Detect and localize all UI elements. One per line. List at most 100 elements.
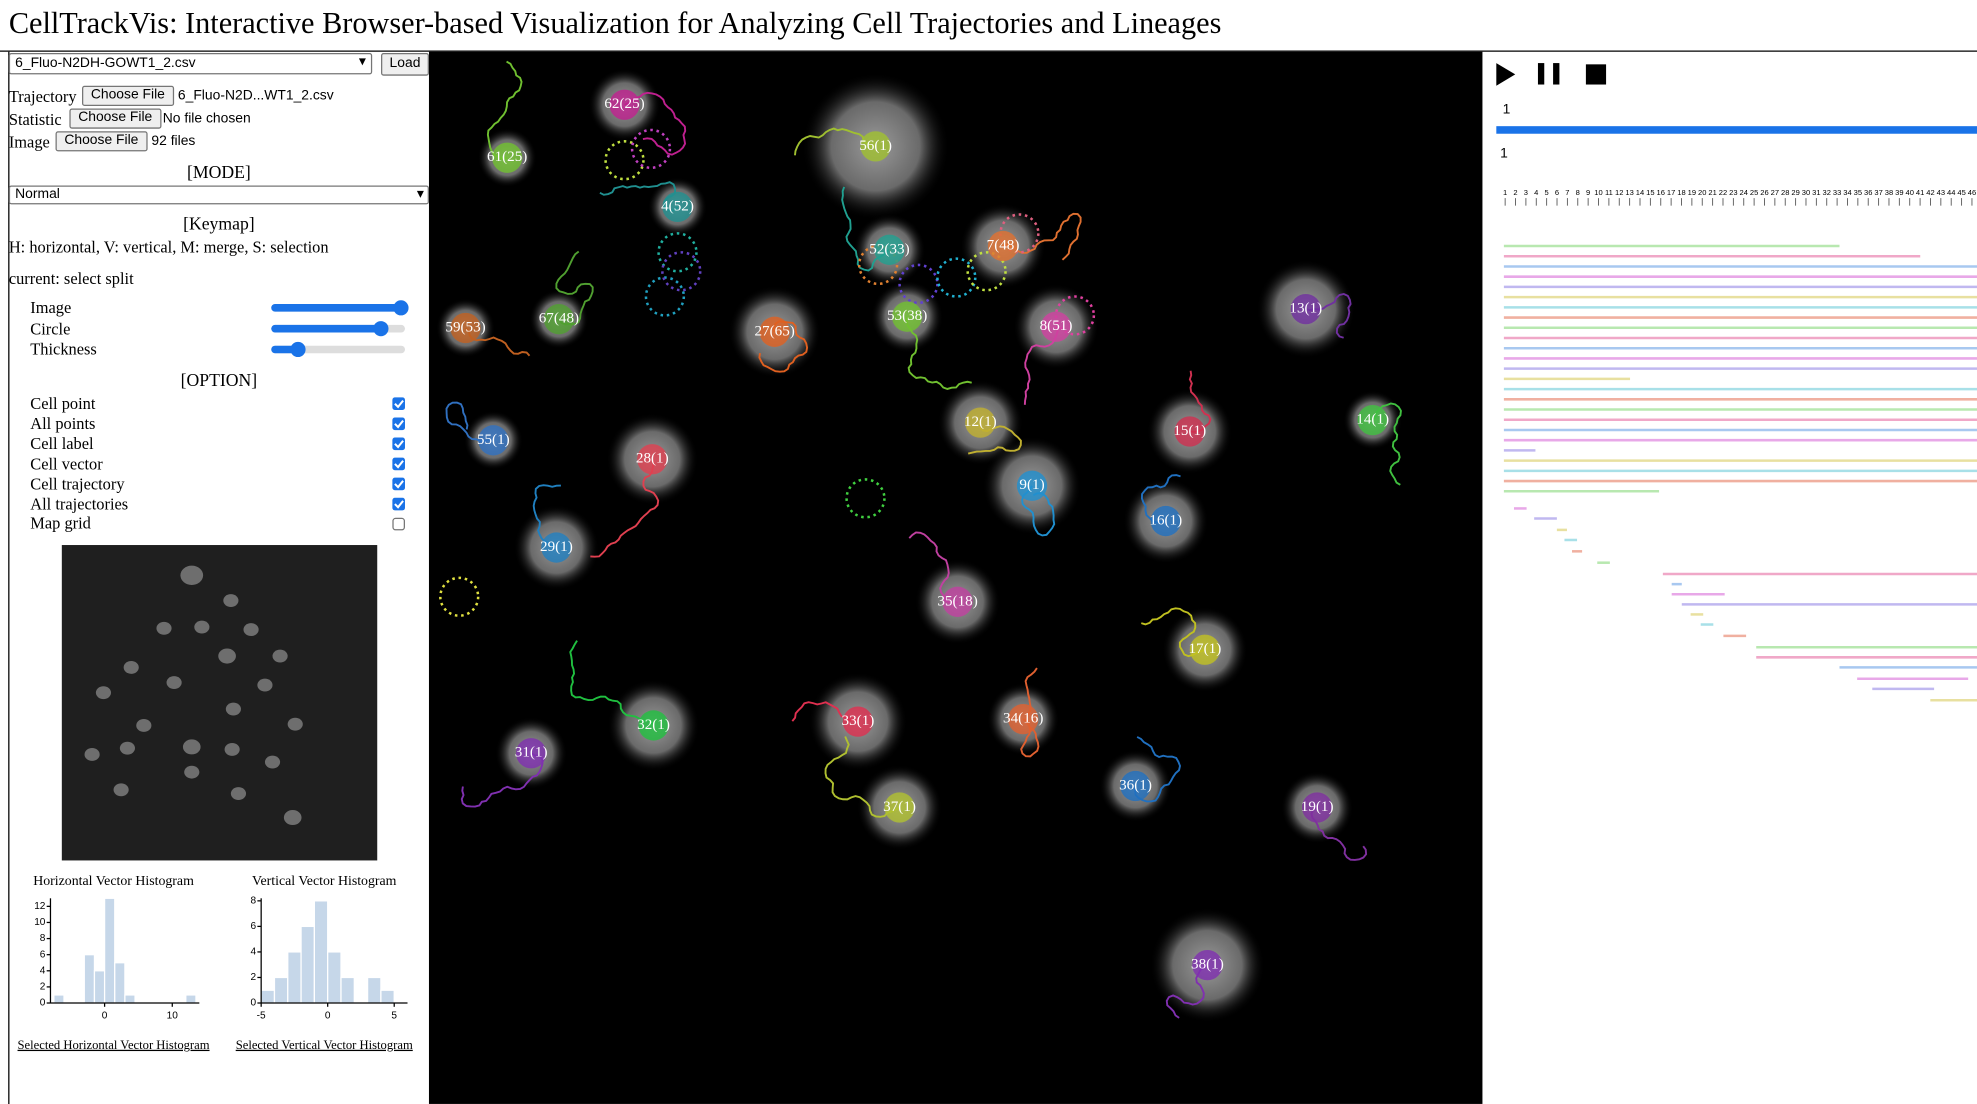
dataset-select[interactable]: 6_Fluo-N2DH-GOWT1_2.csv ▾ (8, 52, 373, 75)
thumbnail-cell (225, 702, 241, 716)
ruler-label: 9 (1586, 188, 1590, 197)
x-tick-label: -5 (257, 1010, 266, 1021)
cell-label: 17(1) (1188, 641, 1221, 657)
cell-point[interactable] (759, 316, 790, 347)
cell-point[interactable] (516, 738, 547, 769)
histogram-bar (260, 989, 276, 1004)
cell-point[interactable] (541, 532, 572, 563)
option-label: Cell trajectory (30, 473, 125, 493)
ruler-label: 32 (1823, 188, 1831, 197)
histogram-bar (124, 994, 136, 1004)
cell-point[interactable] (1290, 293, 1321, 325)
cell-point[interactable] (478, 425, 509, 456)
y-tick-label: 6 (251, 921, 257, 932)
choose-file-button[interactable]: Choose File (55, 131, 148, 152)
ruler-label: 37 (1874, 188, 1882, 197)
cell-point[interactable] (638, 710, 669, 741)
y-tick-label: 2 (40, 982, 46, 993)
frame-slider[interactable] (1496, 126, 1977, 134)
cell-point[interactable] (1040, 311, 1072, 342)
choose-file-button[interactable]: Choose File (82, 85, 174, 106)
file-label: Image (8, 132, 50, 152)
play-button[interactable] (1496, 63, 1516, 86)
cell-point[interactable] (884, 792, 915, 823)
thumbnail-cell (184, 765, 200, 779)
pause-button[interactable] (1553, 63, 1560, 85)
cell-point[interactable] (492, 142, 523, 173)
cell-point[interactable] (1357, 404, 1388, 436)
ruler-label: 6 (1555, 188, 1559, 197)
thumbnail-cell (194, 620, 210, 634)
cell-label: 38(1) (1191, 957, 1224, 973)
ruler-label: 3 (1524, 188, 1528, 197)
cell-point[interactable] (662, 191, 693, 223)
cell-trajectory (1141, 607, 1206, 658)
cell-point[interactable] (942, 586, 973, 617)
slider-label: Circle (30, 318, 71, 338)
checkbox[interactable] (392, 417, 405, 431)
checkbox[interactable] (392, 437, 405, 451)
caret: ▾ (416, 186, 424, 202)
thumbnail (61, 545, 378, 861)
cell-point[interactable] (1302, 792, 1333, 823)
ruler-label: 18 (1677, 188, 1685, 197)
cell-point[interactable] (1016, 470, 1048, 501)
cell-point[interactable] (543, 304, 575, 335)
ruler-label: 12 (1615, 188, 1623, 197)
ruler-label: 38 (1885, 188, 1893, 197)
cell-point[interactable] (1192, 950, 1223, 981)
cell-point[interactable] (450, 312, 481, 344)
ruler-label: 30 (1802, 188, 1810, 197)
cell-point[interactable] (860, 131, 891, 162)
file-status: No file chosen (162, 111, 251, 127)
ruler-label: 42 (1926, 188, 1934, 197)
ruler-label: 46 (1968, 188, 1976, 197)
cell-point[interactable] (1150, 505, 1181, 537)
slider-thumb[interactable] (290, 341, 306, 358)
thumbnail-cell (156, 621, 172, 635)
thumbnail-cell (218, 648, 236, 664)
choose-file-button[interactable]: Choose File (69, 108, 162, 129)
load-button[interactable]: Load (381, 52, 429, 76)
histogram-link[interactable]: Selected Horizontal Vector Histogram (18, 1038, 210, 1052)
slider-label: Thickness (30, 339, 97, 359)
ruler-label: 10 (1594, 188, 1602, 197)
cell-point[interactable] (637, 444, 668, 475)
cell-point[interactable] (891, 301, 923, 332)
stop-button[interactable] (1585, 64, 1607, 85)
checkbox[interactable] (392, 497, 405, 511)
selection-circle (845, 478, 886, 519)
caret: ▾ (358, 54, 366, 70)
checkbox[interactable] (392, 477, 405, 491)
checkbox[interactable] (392, 457, 405, 471)
histogram-link[interactable]: Selected Vertical Vector Histogram (236, 1038, 413, 1052)
checkbox[interactable] (392, 397, 405, 411)
checkbox[interactable] (392, 517, 405, 531)
cell-point[interactable] (987, 230, 1019, 262)
cell-point[interactable] (874, 234, 905, 265)
cell-point[interactable] (1189, 634, 1221, 665)
cell-trajectory (906, 316, 972, 390)
cell-point[interactable] (965, 407, 996, 438)
slider-thumb[interactable] (373, 321, 389, 337)
cell-point[interactable] (1174, 416, 1205, 447)
mode-select[interactable]: Normal ▾ (8, 185, 429, 205)
option-label: All trajectories (30, 493, 129, 513)
checkmark (394, 420, 404, 429)
cell-point[interactable] (609, 89, 640, 120)
cell-trajectory (908, 531, 958, 605)
ruler-label: 36 (1864, 188, 1872, 197)
thumbnail-cell (257, 678, 273, 692)
option-label: All points (30, 413, 96, 433)
pause-button[interactable] (1537, 63, 1545, 85)
ruler-label: 22 (1719, 188, 1727, 197)
cell-point[interactable] (1008, 704, 1039, 735)
thumbnail-cell (287, 717, 303, 731)
cell-trajectory (1023, 326, 1059, 405)
slider-thumb[interactable] (393, 300, 409, 316)
cell-trajectory (1305, 292, 1352, 339)
cell-point[interactable] (1120, 770, 1151, 802)
cell-point[interactable] (842, 706, 874, 737)
cell-label: 36(1) (1119, 777, 1152, 793)
y-tick-label: 0 (40, 998, 46, 1009)
